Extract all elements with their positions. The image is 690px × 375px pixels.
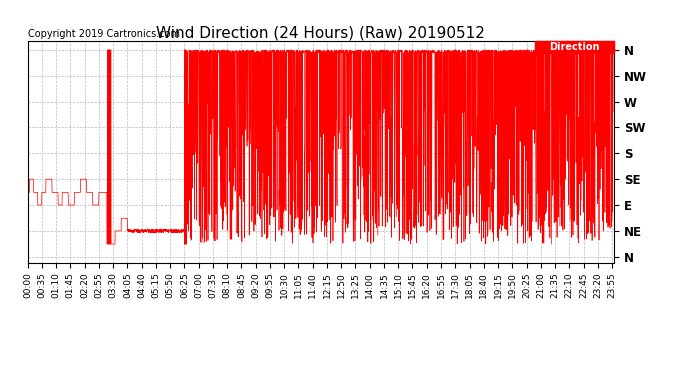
Bar (535, 41, 614, 53)
Text: Direction: Direction (549, 42, 600, 52)
Text: Copyright 2019 Cartronics.com: Copyright 2019 Cartronics.com (28, 29, 179, 39)
Title: Wind Direction (24 Hours) (Raw) 20190512: Wind Direction (24 Hours) (Raw) 20190512 (157, 25, 485, 40)
